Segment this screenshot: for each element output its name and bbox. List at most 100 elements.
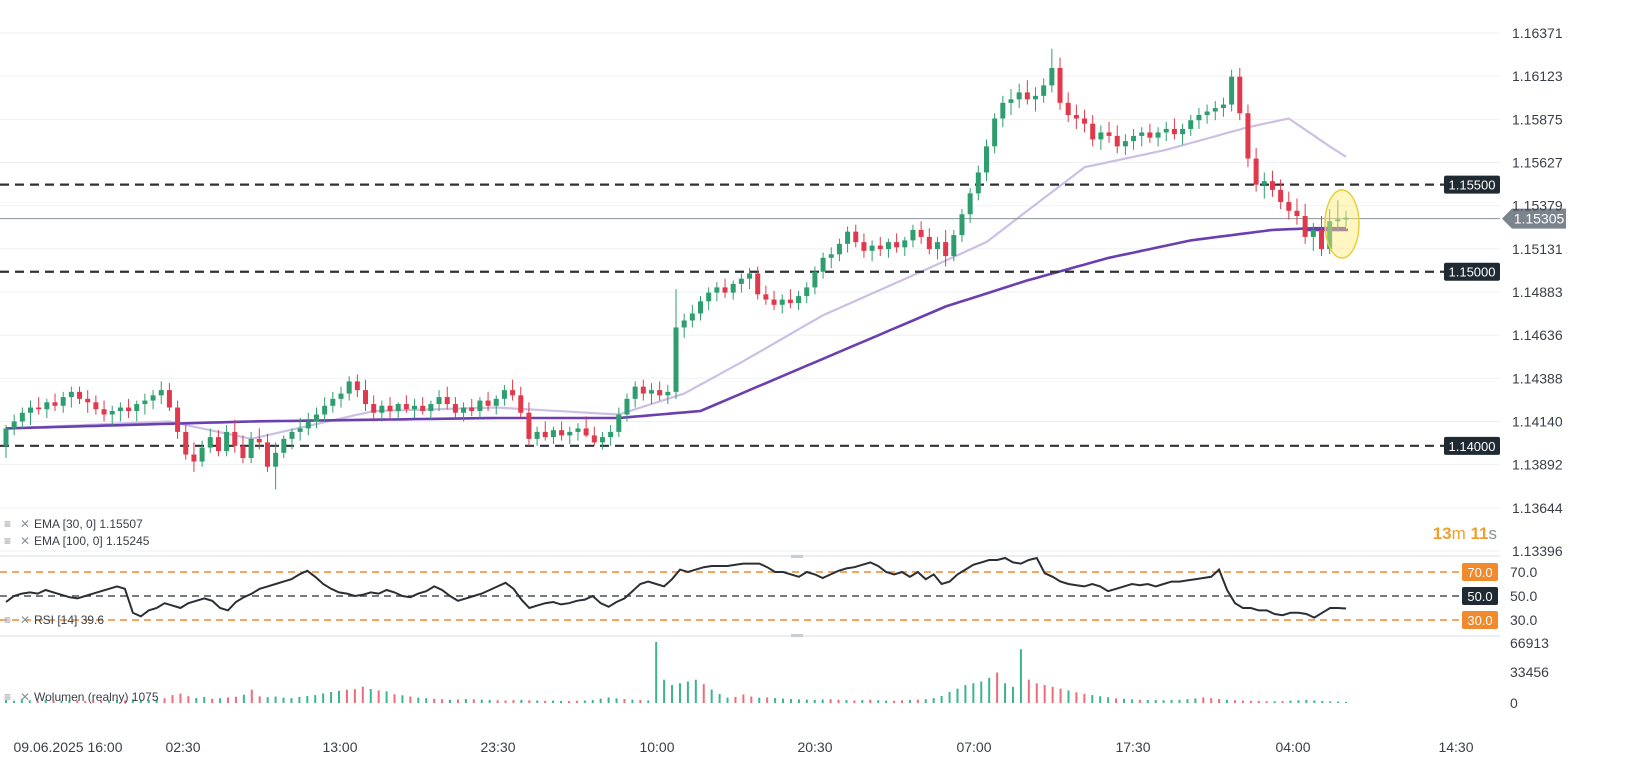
candle-body bbox=[485, 400, 491, 406]
candle-body bbox=[501, 390, 507, 399]
volume-bar bbox=[290, 698, 293, 703]
candle-body bbox=[550, 430, 556, 438]
volume-bar bbox=[615, 698, 618, 703]
horizontal-levels[interactable]: 1.15500 1.15000 1.14000 1.15305 bbox=[0, 175, 1566, 455]
rsi-panel: 70.0 70.0 50.0 50.0 30.0 30.0 ≡ ✕ RSI [14] 39.6 bbox=[0, 556, 1537, 629]
volume-bar bbox=[718, 694, 721, 703]
candle-body bbox=[1024, 92, 1030, 100]
candle-body bbox=[452, 404, 458, 413]
candle-body bbox=[264, 442, 270, 467]
volume-bar bbox=[36, 701, 39, 703]
volume-bar bbox=[385, 691, 388, 703]
volume-bar bbox=[1281, 701, 1284, 703]
volume-bar bbox=[560, 700, 563, 703]
candle-body bbox=[861, 242, 867, 251]
candle-body bbox=[722, 287, 728, 293]
current-price-label: 1.15305 bbox=[1514, 211, 1565, 227]
volume-bar bbox=[805, 699, 808, 703]
volume-bar bbox=[330, 692, 333, 703]
candle-body bbox=[134, 404, 140, 412]
candle-body bbox=[36, 407, 42, 410]
candle-body bbox=[599, 437, 605, 443]
price-tick-label: 1.14140 bbox=[1512, 413, 1563, 429]
rsi-axis-label: 50.0 bbox=[1510, 588, 1537, 604]
volume-bar bbox=[567, 701, 570, 703]
volume-bar bbox=[12, 700, 15, 703]
time-tick-label: 02:30 bbox=[165, 739, 200, 755]
volume-bar bbox=[480, 699, 483, 703]
volume-bar bbox=[893, 700, 896, 703]
candle-body bbox=[730, 283, 736, 293]
volume-bar bbox=[916, 699, 919, 703]
volume-bar bbox=[44, 699, 47, 703]
candle-body bbox=[1245, 113, 1251, 159]
candle-body bbox=[853, 231, 859, 243]
candle-body bbox=[60, 397, 66, 406]
volume-bar bbox=[1170, 699, 1173, 703]
candle-body bbox=[1327, 221, 1333, 250]
candle-body bbox=[526, 412, 532, 439]
candle-body bbox=[510, 390, 516, 396]
candle-body bbox=[1073, 115, 1079, 119]
candle-body bbox=[1237, 76, 1243, 114]
candle-body bbox=[313, 414, 319, 422]
candle-body bbox=[93, 402, 99, 410]
volume-bar bbox=[940, 696, 943, 703]
volume-bar bbox=[116, 700, 119, 703]
volume-bar bbox=[456, 699, 459, 703]
candle-body bbox=[215, 437, 221, 452]
volume-bar bbox=[227, 697, 230, 703]
volume-bar bbox=[266, 697, 269, 703]
volume-bar bbox=[861, 700, 864, 703]
candle-body bbox=[77, 391, 83, 399]
candle-body bbox=[943, 242, 949, 257]
volume-bar bbox=[671, 685, 674, 703]
price-tick-label: 1.13396 bbox=[1512, 543, 1563, 559]
legend-close-icon: ✕ bbox=[20, 534, 30, 548]
volume-bar bbox=[583, 700, 586, 703]
volume-bar bbox=[1107, 697, 1110, 703]
candle-body bbox=[150, 395, 156, 401]
candle-body bbox=[387, 405, 393, 412]
candle-body bbox=[379, 405, 385, 413]
candle-body bbox=[354, 381, 360, 391]
volume-bar bbox=[885, 700, 888, 703]
volume-menu-icon: ≡ bbox=[4, 690, 11, 704]
volume-bar bbox=[1241, 700, 1244, 703]
candle-body bbox=[330, 398, 336, 406]
volume-bar bbox=[552, 700, 555, 703]
volume-bar bbox=[369, 689, 372, 703]
volume-bar bbox=[393, 694, 396, 703]
time-tick-label: 09.06.2025 16:00 bbox=[14, 739, 123, 755]
volume-bar bbox=[821, 699, 824, 703]
candle-body bbox=[273, 452, 279, 467]
candle-body bbox=[542, 431, 548, 438]
volume-bar bbox=[496, 700, 499, 703]
candle-body bbox=[877, 245, 883, 250]
candle-body bbox=[436, 397, 442, 405]
rsi-level-badge-label: 70.0 bbox=[1467, 565, 1492, 580]
candle-body bbox=[322, 405, 328, 415]
volume-bar bbox=[449, 699, 452, 703]
candle-body bbox=[951, 235, 957, 257]
price-tick-label: 1.14388 bbox=[1512, 370, 1563, 386]
volume-bar bbox=[1067, 690, 1070, 703]
time-tick-label: 10:00 bbox=[639, 739, 674, 755]
volume-bar bbox=[1329, 701, 1332, 703]
candle-body bbox=[477, 400, 483, 412]
candle-body bbox=[224, 431, 230, 452]
candle-body bbox=[403, 404, 409, 410]
volume-bar bbox=[766, 697, 769, 703]
volume-bar bbox=[504, 700, 507, 703]
volume-bar bbox=[1115, 698, 1118, 703]
volume-bar bbox=[425, 698, 428, 703]
volume-bar bbox=[60, 700, 63, 703]
candle-body bbox=[1131, 135, 1137, 142]
volume-bar bbox=[1035, 683, 1038, 703]
volume-bar bbox=[908, 699, 911, 703]
volume-bar bbox=[322, 693, 325, 703]
candle-body bbox=[616, 414, 622, 432]
candle-body bbox=[1057, 67, 1063, 103]
candle-body bbox=[681, 320, 687, 328]
volume-bar bbox=[203, 696, 206, 703]
